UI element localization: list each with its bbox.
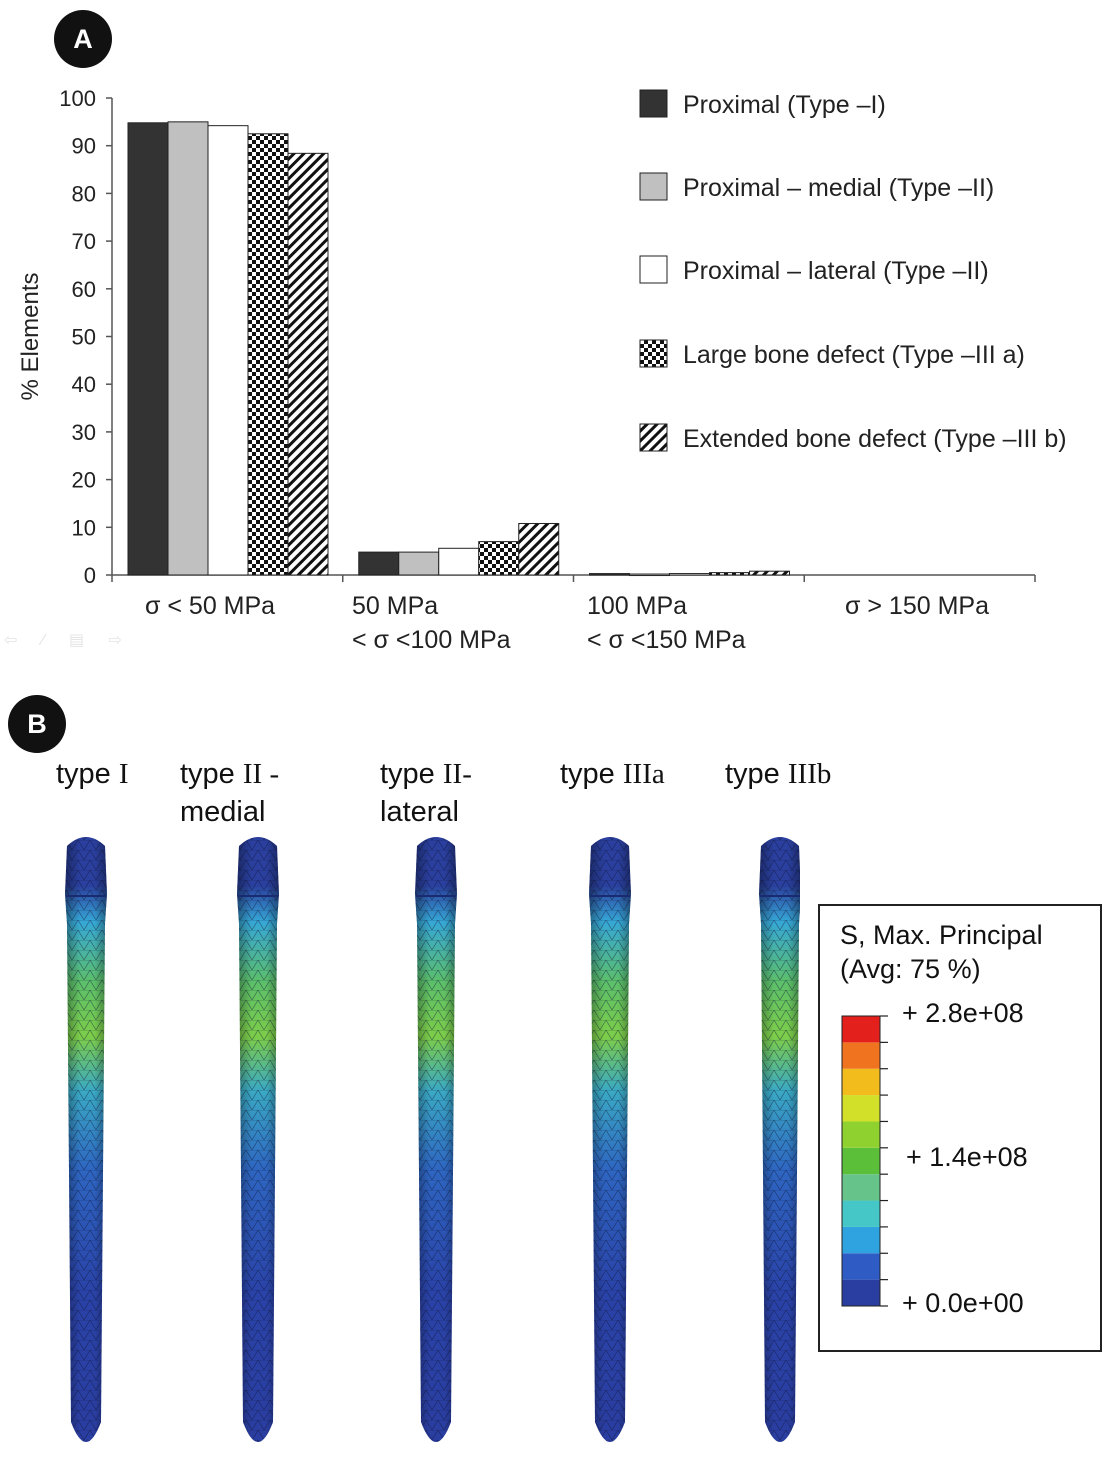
x-category-label: 100 MPa (587, 592, 687, 620)
bar (709, 572, 750, 576)
legend-swatch (639, 172, 668, 201)
model-type-label: type IIIa (560, 756, 665, 792)
y-tick-label: 90 (72, 134, 96, 159)
scale-segment (842, 1279, 880, 1306)
type-label-numeral: II- (442, 758, 472, 790)
bar (167, 121, 209, 576)
scale-segment (842, 1174, 880, 1201)
bar (247, 133, 289, 576)
color-scale (841, 1015, 888, 1307)
legend-entry: Extended bone defect (Type –III b) (683, 425, 1067, 453)
fem-nail-model (415, 837, 457, 1442)
type-label-text: medial (180, 796, 266, 828)
x-category-label: < σ <100 MPa (352, 626, 511, 654)
scale-segment (842, 1147, 880, 1175)
scale-segment (842, 1042, 880, 1069)
y-tick-label: 30 (72, 420, 96, 445)
model-type-label: type II - (180, 756, 279, 792)
type-label-text: lateral (380, 796, 459, 828)
type-label-numeral: IIIa (622, 758, 665, 790)
model-type-label: lateral (380, 794, 459, 830)
y-tick-label: 20 (72, 468, 96, 493)
bar (398, 551, 440, 576)
y-tick-label: 40 (72, 372, 96, 397)
x-category-label: 50 MPa (352, 592, 438, 620)
fem-nail-shading (65, 837, 107, 1442)
legend-entry: Proximal – lateral (Type –II) (683, 257, 989, 285)
legend-subtitle: (Avg: 75 %) (840, 954, 981, 984)
type-label-text: type (725, 758, 788, 790)
y-tick-label: 50 (72, 325, 96, 350)
bar (358, 551, 400, 576)
y-axis-label: % Elements (17, 272, 44, 400)
type-label-text: type (180, 758, 243, 790)
panel-label-a: A (54, 10, 112, 68)
bar-chart: 0 10 20 30 40 50 60 70 80 90 100 % Elements σ < 50 M… (17, 86, 1067, 654)
fem-nail-model (237, 837, 279, 1442)
x-category-label: σ < 50 MPa (145, 592, 275, 620)
scale-segment (842, 1068, 880, 1096)
legend-entry: Proximal (Type –I) (683, 91, 886, 119)
type-label-text: type (380, 758, 443, 790)
y-tick-label: 0 (84, 563, 96, 588)
legend-swatch (639, 89, 668, 118)
legend-entry: Proximal – medial (Type –II) (683, 174, 994, 202)
scale-segment (842, 1200, 880, 1227)
model-type-label: medial (180, 794, 265, 830)
type-label-text: type (560, 758, 623, 790)
y-tick-label: 100 (59, 86, 96, 111)
type-label-text: type (56, 758, 119, 790)
stress-color-legend: S, Max. Principal (Avg: 75 %) + 2.8e+08 … (818, 904, 1102, 1352)
legend-entry: Large bone defect (Type –III a) (683, 341, 1025, 369)
bar (207, 125, 249, 576)
y-tick-label: 70 (72, 229, 96, 254)
fem-stress-models (65, 837, 800, 1442)
panel-label-b: B (8, 695, 66, 753)
fem-nail-shading (415, 837, 457, 1442)
model-type-label: type I (56, 756, 129, 792)
bar (478, 541, 520, 576)
scale-segment (842, 1121, 880, 1148)
fem-nail-shading (759, 837, 800, 1442)
bar (438, 547, 480, 576)
y-tick-label: 10 (72, 515, 96, 540)
scale-segment (842, 1016, 880, 1043)
y-tick-label: 80 (72, 181, 96, 206)
legend-swatch (639, 423, 668, 452)
fem-nail-model (759, 837, 800, 1442)
fem-nail-model (589, 837, 631, 1442)
scale-segment (842, 1253, 880, 1280)
scale-mid-label: + 1.4e+08 (906, 1142, 1028, 1172)
scale-outline (841, 1015, 881, 1307)
scale-max-label: + 2.8e+08 (902, 998, 1024, 1028)
type-label-numeral: I (118, 758, 129, 790)
bar (518, 522, 560, 576)
model-type-label: type II- (380, 756, 472, 792)
bar (749, 570, 790, 576)
fem-nail-model (65, 837, 107, 1442)
legend-swatch (639, 339, 668, 368)
bar (589, 573, 630, 576)
legend-title: S, Max. Principal (840, 920, 1043, 950)
fem-nail-shading (237, 837, 279, 1442)
bar (127, 122, 169, 576)
x-category-label: σ > 150 MPa (845, 592, 989, 620)
fem-nail-shading (589, 837, 631, 1442)
model-type-label: type IIIb (725, 756, 831, 792)
type-label-numeral: IIIb (787, 758, 832, 790)
scale-segment (842, 1095, 880, 1122)
type-label-numeral: II - (242, 758, 280, 790)
bar (287, 152, 329, 576)
bar (629, 573, 670, 577)
scale-min-label: + 0.0e+00 (902, 1288, 1024, 1318)
y-tick-label: 60 (72, 277, 96, 302)
legend-swatch (639, 255, 668, 284)
scale-segment (842, 1226, 880, 1254)
bar (669, 573, 710, 576)
x-category-label: < σ <150 MPa (587, 626, 746, 654)
faint-toolbar-icons: ⇦ ⁄ ▤ ⇨ (4, 632, 132, 649)
